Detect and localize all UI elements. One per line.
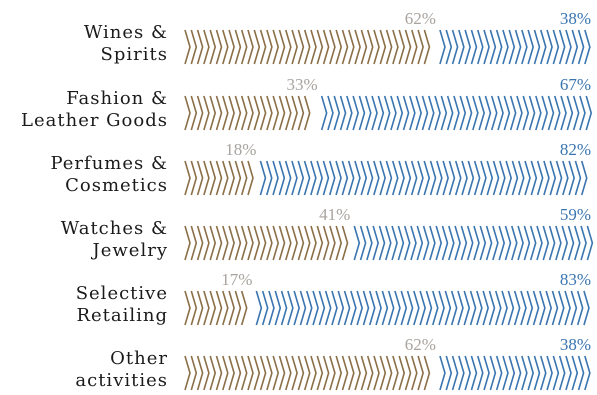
category-label-line: Spirits	[101, 44, 168, 65]
value-label-segment-1: 41%	[319, 205, 350, 224]
category-label-line: Watches &	[61, 218, 168, 239]
value-label-segment-2: 67%	[560, 75, 591, 94]
value-label-segment-1: 62%	[405, 335, 436, 354]
category-label-line: Selective	[76, 283, 168, 304]
value-label-segment-2: 59%	[560, 205, 591, 224]
value-label-segment-2: 38%	[560, 9, 591, 28]
bar-segment-2	[255, 290, 590, 326]
category-label: Other activities	[75, 348, 168, 391]
category-label-line: activities	[75, 370, 168, 391]
category-label: Wines & Spirits	[84, 22, 168, 65]
bar-segment-1	[184, 355, 431, 391]
value-label-segment-1: 18%	[225, 140, 256, 159]
value-label-segment-2: 82%	[560, 140, 591, 159]
value-label-segment-2: 38%	[560, 335, 591, 354]
value-label-segment-1: 33%	[286, 75, 317, 94]
bar-segment-1	[184, 160, 254, 196]
category-label-line: Cosmetics	[65, 175, 168, 196]
category-label: Selective Retailing	[76, 283, 168, 326]
value-label-segment-1: 62%	[405, 9, 436, 28]
category-label-line: Wines &	[84, 22, 168, 43]
bar-segment-2	[259, 160, 588, 196]
category-label-line: Other	[110, 348, 168, 369]
category-label-line: Leather Goods	[21, 110, 168, 131]
category-label-line: Perfumes &	[50, 153, 168, 174]
value-label-segment-2: 83%	[560, 270, 591, 289]
bar-segment-1	[184, 29, 431, 65]
bar-segment-2	[439, 355, 591, 391]
bar-segment-2	[353, 225, 594, 261]
value-label-segment-1: 17%	[221, 270, 252, 289]
bar-segment-2	[320, 95, 593, 131]
category-label: Perfumes & Cosmetics	[50, 153, 168, 196]
category-label: Watches & Jewelry	[61, 218, 168, 261]
category-label-line: Retailing	[76, 305, 168, 326]
bar-segment-2	[439, 29, 591, 65]
bar-segment-1	[184, 95, 311, 131]
category-label-line: Fashion &	[66, 88, 168, 109]
category-label-line: Jewelry	[91, 240, 168, 261]
category-label: Fashion & Leather Goods	[21, 88, 168, 131]
bar-segment-1	[184, 290, 248, 326]
bar-segment-1	[184, 225, 349, 261]
